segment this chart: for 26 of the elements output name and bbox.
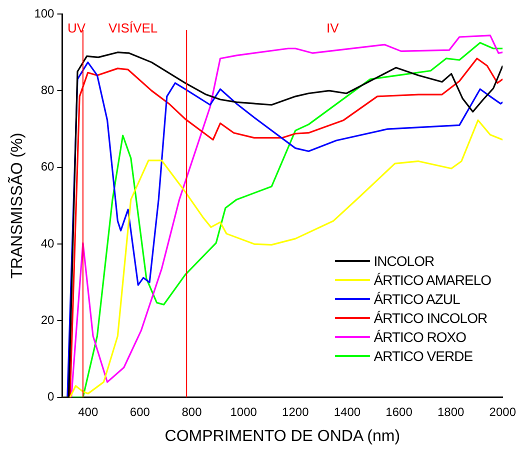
legend-label: ARTICO VERDE bbox=[374, 348, 473, 364]
legend-label: INCOLOR bbox=[374, 252, 434, 268]
x-tick-label: 1600 bbox=[386, 404, 413, 419]
legend-label: ÁRTICO AZUL bbox=[374, 290, 460, 306]
y-tick-label: 100 bbox=[34, 6, 55, 20]
y-axis-title: TRANSMISSÃO (%) bbox=[7, 132, 26, 279]
legend-label: ÁRTICO INCOLOR bbox=[374, 310, 488, 326]
x-tick-label: 1200 bbox=[282, 404, 310, 419]
x-tick-label: 1800 bbox=[437, 404, 465, 419]
x-axis-title: COMPRIMENTO DE ONDA (nm) bbox=[164, 428, 400, 445]
y-tick-label: 0 bbox=[48, 390, 55, 404]
annotation: UV bbox=[68, 20, 86, 36]
annotation: VISÍVEL bbox=[108, 20, 158, 36]
y-tick-label: 40 bbox=[40, 236, 55, 250]
x-tick-label: 1000 bbox=[230, 404, 258, 419]
y-tick-label: 60 bbox=[40, 160, 55, 174]
annotation: IV bbox=[326, 20, 340, 36]
legend-label: ÁRTICO AMARELO bbox=[374, 272, 491, 288]
x-tick-label: 400 bbox=[78, 404, 98, 419]
x-tick-label: 2000 bbox=[489, 404, 516, 419]
x-tick-label: 600 bbox=[130, 404, 150, 419]
x-tick-label: 800 bbox=[182, 404, 202, 419]
y-tick-label: 20 bbox=[40, 313, 55, 328]
legend-label: ÁRTICO ROXO bbox=[374, 328, 466, 344]
x-tick-label: 1400 bbox=[334, 404, 361, 419]
y-tick-label: 80 bbox=[40, 82, 55, 97]
